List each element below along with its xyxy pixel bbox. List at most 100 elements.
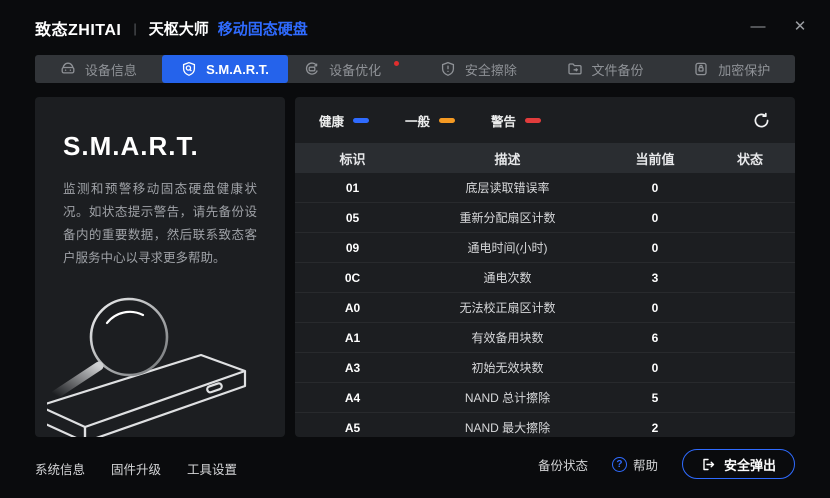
legend-label: 健康 (319, 114, 345, 129)
legend-warning: 警告 (491, 111, 542, 130)
table-body: 01 底层读取错误率 0 05 重新分配扇区计数 0 09 通电时间(小时) 0… (295, 173, 795, 437)
close-button[interactable]: ✕ (793, 18, 807, 35)
table-header: 标识 描述 当前值 状态 (295, 143, 795, 173)
table-row: 05 重新分配扇区计数 0 (295, 203, 795, 233)
attr-current-value: 0 (651, 360, 659, 375)
footer-bar: 系统信息 固件升级 工具设置 备份状态 ? 帮助 安全弹出 (0, 437, 830, 498)
tab-file-backup[interactable]: 文件备份 (542, 55, 669, 83)
titlebar: 致态ZHITAI | 天枢大师 移动固态硬盘 — ✕ (0, 0, 830, 52)
tab-smart[interactable]: S.M.A.R.T. (161, 55, 289, 83)
help-icon: ? (611, 456, 627, 472)
table-row: A5 NAND 最大擦除 2 (295, 413, 795, 437)
col-header-desc: 描述 (494, 151, 521, 167)
attr-id: A1 (344, 330, 361, 345)
col-header-value: 当前值 (635, 151, 675, 167)
firmware-upgrade-link[interactable]: 固件升级 (111, 463, 162, 477)
table-row: A0 无法校正扇区计数 0 (295, 293, 795, 323)
shield-alert-icon (441, 61, 454, 76)
safe-eject-button[interactable]: 安全弹出 (681, 449, 795, 479)
attr-current-value: 3 (651, 270, 659, 285)
tab-label: 安全擦除 (464, 62, 517, 78)
legend-healthy: 健康 (319, 111, 370, 130)
smart-table-panel: 健康 一般 警告 标识 描述 当前值 状态 01 底层读取错误率 0 (295, 97, 795, 437)
page-title: S.M.A.R.T. (63, 131, 199, 161)
refresh-icon (754, 112, 769, 127)
app-subtitle: 移动固态硬盘 (217, 20, 308, 38)
attr-description: 有效备用块数 (471, 331, 544, 345)
window-controls: — ✕ (746, 14, 812, 38)
warning-dash-icon (525, 117, 542, 123)
tab-label: 加密保护 (718, 62, 771, 78)
tab-label: 设备信息 (84, 62, 137, 78)
healthy-dash-icon (353, 117, 370, 123)
legend-label: 一般 (405, 114, 431, 129)
attr-id: A5 (344, 420, 361, 435)
attr-id: A0 (344, 300, 361, 315)
attr-id: 09 (345, 240, 360, 255)
attr-description: 初始无效块数 (471, 361, 544, 375)
table-row: A4 NAND 总计擦除 5 (295, 383, 795, 413)
tab-device-optimize[interactable]: 设备优化 (288, 55, 415, 83)
optimize-icon (306, 62, 318, 75)
help-label: 帮助 (632, 458, 658, 473)
attr-id: A4 (344, 390, 361, 405)
page-description: 监测和预警移动固态硬盘健康状况。如状态提示警告，请先备份设备内的重要数据，然后联… (63, 182, 257, 266)
table-row: A3 初始无效块数 0 (295, 353, 795, 383)
app-name: 天枢大师 (148, 20, 209, 38)
footer-right: 备份状态 ? 帮助 安全弹出 (538, 449, 795, 479)
logo-divider: | (133, 20, 137, 36)
attr-description: 通电时间(小时) (467, 241, 548, 255)
attr-id: 01 (345, 180, 360, 195)
attr-current-value: 6 (651, 330, 659, 345)
attr-current-value: 0 (651, 180, 659, 195)
attr-description: 通电次数 (483, 271, 532, 285)
normal-dash-icon (439, 117, 456, 123)
attr-current-value: 5 (651, 390, 659, 405)
footer-links: 系统信息 固件升级 工具设置 (35, 459, 237, 478)
smart-info-panel: S.M.A.R.T. 监测和预警移动固态硬盘健康状况。如状态提示警告，请先备份设… (35, 97, 285, 437)
attr-description: 重新分配扇区计数 (459, 211, 556, 225)
attr-id: 05 (345, 210, 360, 225)
brand-name: 致态ZHITAI (35, 22, 122, 39)
tab-label: 文件备份 (591, 62, 644, 78)
tool-settings-link[interactable]: 工具设置 (187, 463, 238, 477)
tab-device-info[interactable]: 设备信息 (35, 55, 162, 83)
folder-backup-icon (567, 63, 582, 75)
table-row: 01 底层读取错误率 0 (295, 173, 795, 203)
attr-description: 无法校正扇区计数 (459, 301, 556, 315)
notification-dot (394, 60, 400, 66)
attr-description: NAND 最大擦除 (464, 421, 551, 435)
tab-label: S.M.A.R.T. (206, 61, 269, 77)
attr-id: 0C (344, 270, 361, 285)
legend-label: 警告 (491, 114, 517, 129)
col-header-id: 标识 (339, 151, 366, 167)
attr-current-value: 0 (651, 300, 659, 315)
attr-current-value: 0 (651, 240, 659, 255)
table-row: 09 通电时间(小时) 0 (295, 233, 795, 263)
col-header-status: 状态 (736, 151, 763, 167)
refresh-button[interactable] (752, 111, 771, 130)
eject-label: 安全弹出 (723, 457, 776, 473)
system-info-link[interactable]: 系统信息 (35, 463, 86, 477)
tab-label: 设备优化 (329, 62, 382, 78)
lock-icon (695, 62, 707, 76)
backup-status-link[interactable]: 备份状态 (537, 458, 588, 473)
status-legend: 健康 一般 警告 (295, 97, 795, 143)
attr-description: NAND 总计擦除 (464, 391, 551, 405)
minimize-button[interactable]: — (750, 17, 766, 35)
help-button[interactable]: ? 帮助 (611, 455, 658, 474)
tab-secure-erase[interactable]: 安全擦除 (415, 55, 542, 83)
app-logo: 致态ZHITAI | 天枢大师 移动固态硬盘 (35, 16, 308, 40)
attr-description: 底层读取错误率 (465, 181, 550, 195)
eject-icon (703, 458, 715, 470)
attr-current-value: 2 (651, 420, 659, 435)
legend-normal: 一般 (405, 111, 456, 130)
magnifier-over-drive-illustration (47, 297, 247, 437)
main-tabbar: 设备信息 S.M.A.R.T. 设备优化 安全擦除 文件备份 (35, 55, 795, 83)
shield-search-icon (183, 61, 196, 76)
device-info-icon (61, 62, 75, 74)
attr-id: A3 (344, 360, 361, 375)
table-row: A1 有效备用块数 6 (295, 323, 795, 353)
attr-current-value: 0 (651, 210, 659, 225)
tab-encryption[interactable]: 加密保护 (668, 55, 795, 83)
